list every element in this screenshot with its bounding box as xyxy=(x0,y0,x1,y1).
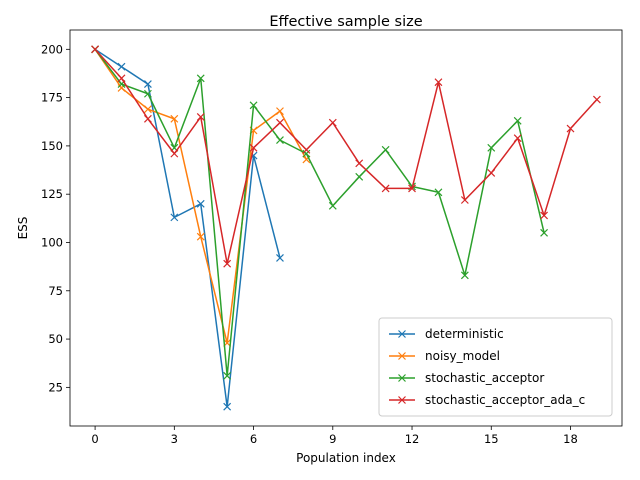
x-tick-label: 0 xyxy=(91,432,98,446)
legend-entry: stochastic_acceptor_ada_c xyxy=(389,393,585,407)
x-tick-label: 6 xyxy=(250,432,257,446)
legend-marker xyxy=(398,374,406,382)
x-tick-label: 12 xyxy=(405,432,420,446)
x-axis: 0 3 6 9 12 15 18 xyxy=(91,426,578,446)
data-point xyxy=(408,184,416,193)
y-tick-label: 175 xyxy=(41,91,63,105)
data-point xyxy=(143,89,152,98)
data-point xyxy=(460,271,469,280)
y-tick-label: 150 xyxy=(41,139,63,153)
legend-label: noisy_model xyxy=(425,349,500,363)
data-point xyxy=(540,228,549,237)
y-axis: 25 50 75 100 125 150 175 200 xyxy=(41,42,70,394)
x-tick-label: 9 xyxy=(329,432,336,446)
data-point xyxy=(328,201,337,210)
data-point xyxy=(196,199,205,208)
data-point xyxy=(302,145,311,154)
data-point xyxy=(143,114,152,123)
data-point xyxy=(566,124,575,133)
data-point xyxy=(91,45,100,54)
series-line xyxy=(94,48,598,265)
data-point xyxy=(170,149,179,158)
data-point xyxy=(381,184,390,193)
data-point xyxy=(355,172,364,181)
series-stochastic-acceptor-ada-c xyxy=(91,45,601,268)
data-point xyxy=(513,116,522,125)
chart-title: Effective sample size xyxy=(269,14,422,30)
data-point xyxy=(487,169,496,177)
y-tick-label: 125 xyxy=(41,187,63,201)
data-point xyxy=(196,74,205,83)
data-point xyxy=(117,62,126,71)
data-point xyxy=(143,105,152,114)
data-point xyxy=(540,211,549,220)
data-point xyxy=(249,101,258,110)
data-point xyxy=(196,232,205,241)
data-point xyxy=(170,114,179,123)
x-tick-label: 15 xyxy=(484,432,499,446)
y-tick-label: 75 xyxy=(48,284,63,298)
data-point xyxy=(276,254,284,262)
y-tick-label: 25 xyxy=(48,380,63,394)
legend: deterministic noisy_model stochastic_accep… xyxy=(378,317,613,417)
plot-frame xyxy=(69,29,623,427)
data-point xyxy=(143,80,152,89)
legend-entry: stochastic_acceptor xyxy=(389,371,544,385)
x-tick-label: 18 xyxy=(563,432,578,446)
legend-marker xyxy=(398,352,406,360)
y-tick-label: 200 xyxy=(41,42,63,56)
y-tick-label: 100 xyxy=(41,235,63,249)
legend-label: stochastic_acceptor xyxy=(425,371,544,385)
legend-label: stochastic_acceptor_ada_c xyxy=(425,393,585,407)
data-point xyxy=(381,145,390,154)
data-point xyxy=(328,118,337,127)
legend-marker xyxy=(398,330,406,338)
data-point xyxy=(249,143,258,152)
series-line xyxy=(94,48,281,408)
data-point xyxy=(355,159,364,168)
data-point xyxy=(196,113,205,121)
data-point xyxy=(592,95,601,104)
legend-label: deterministic xyxy=(425,327,504,341)
x-axis-label: Population index xyxy=(296,451,396,465)
data-point xyxy=(513,134,522,143)
data-point xyxy=(460,196,469,204)
data-point xyxy=(223,371,232,380)
data-point xyxy=(276,118,284,127)
y-axis-label: ESS xyxy=(16,217,30,240)
data-point xyxy=(170,213,179,222)
data-point xyxy=(223,259,232,268)
series-line xyxy=(94,48,545,377)
legend-entry: deterministic xyxy=(389,327,504,341)
x-tick-label: 3 xyxy=(171,432,178,446)
data-point xyxy=(276,136,284,145)
data-point xyxy=(117,74,126,83)
data-point xyxy=(434,188,443,197)
legend-entry: noisy_model xyxy=(389,349,500,363)
y-tick-label: 50 xyxy=(48,332,63,346)
legend-marker xyxy=(398,396,406,404)
plot-layer xyxy=(91,45,601,411)
data-point xyxy=(487,143,496,152)
data-point xyxy=(223,402,232,411)
data-point xyxy=(276,107,284,116)
legend-box xyxy=(378,317,613,417)
data-point xyxy=(434,78,443,87)
